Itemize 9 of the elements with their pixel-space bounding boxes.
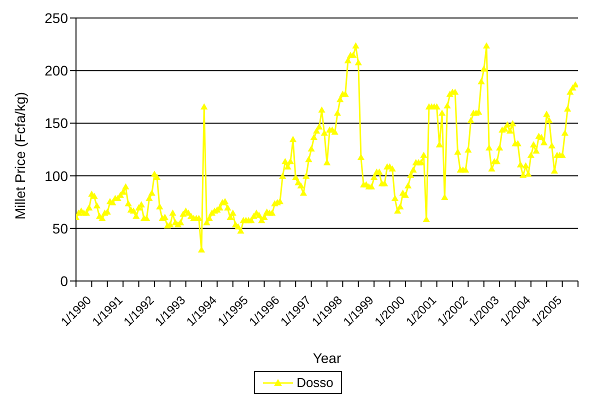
x-axis-title: Year: [312, 350, 342, 366]
y-tick-label: 50: [52, 220, 68, 236]
y-axis-title: Millet Price (Fcfa/kg): [12, 92, 28, 220]
y-tick-label: 200: [44, 62, 68, 79]
y-tick-label: 150: [44, 115, 68, 132]
y-tick-label: 250: [44, 10, 68, 26]
y-tick-label: 100: [44, 168, 68, 184]
legend-label: Dosso: [296, 375, 334, 390]
y-tick-label: 0: [60, 272, 68, 289]
